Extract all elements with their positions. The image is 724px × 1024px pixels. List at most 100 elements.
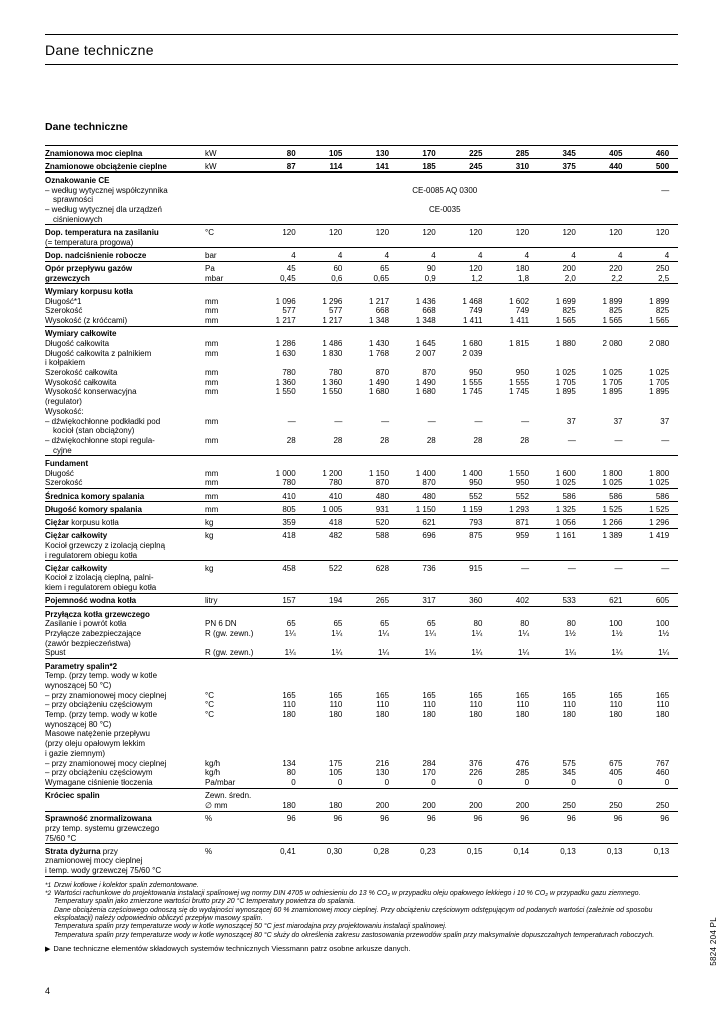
row-value: 110	[329, 700, 343, 710]
row-value	[491, 358, 538, 368]
row-value: 45	[258, 260, 305, 274]
header-rule-top	[45, 34, 678, 35]
row-value	[584, 606, 632, 620]
row-value: 4	[304, 247, 352, 262]
row-value: 1 025	[602, 368, 623, 378]
row-label: wynoszącej 50 °C)	[45, 680, 112, 690]
row-value: 80	[258, 144, 305, 159]
row-value	[491, 720, 538, 730]
row-unit	[205, 671, 258, 681]
row-value: 165	[375, 690, 390, 700]
row-value: 628	[351, 560, 399, 574]
row-value: 1 400	[415, 468, 436, 478]
row-value: 200	[422, 800, 436, 810]
row-value: 200	[538, 260, 585, 274]
footnotes: *1 Drzwi kotłowe i kolektor spalin zdemon…	[45, 882, 678, 940]
row-unit: %	[205, 810, 258, 824]
table-row: cyjne	[45, 446, 678, 456]
row-value	[398, 407, 445, 417]
row-value	[632, 681, 679, 691]
row-value	[351, 729, 398, 739]
row-value: 165	[282, 690, 296, 700]
row-value	[538, 283, 585, 297]
row-unit: mm	[205, 296, 219, 306]
row-value	[398, 729, 445, 739]
table-row: – przy obciążeniu częściowym kg/h 80 105 130…	[45, 768, 678, 778]
row-value: 250	[631, 260, 679, 274]
row-value	[445, 866, 492, 876]
row-label: (regulator)	[45, 397, 82, 407]
row-value: 605	[631, 592, 679, 607]
row-value	[585, 729, 632, 739]
table-row: Wysokość całkowita mm 1 360 1 360 1 490 1 490…	[45, 378, 678, 388]
row-value	[351, 824, 398, 834]
row-value: 216	[375, 758, 390, 768]
row-value: 1 286	[275, 338, 296, 348]
row-value	[585, 446, 632, 456]
row-value: 200	[375, 800, 390, 810]
row-unit	[205, 834, 258, 844]
row-label: Temp. (przy temp. wody w kotle	[45, 671, 158, 681]
row-unit	[205, 195, 258, 205]
row-value: 96	[538, 810, 585, 824]
row-value: 120	[398, 224, 445, 238]
row-value: 65	[286, 619, 296, 629]
row-value: 460	[655, 768, 670, 778]
row-label: i temp. wody grzewczej 75/60 °C	[45, 866, 162, 876]
row-value	[304, 171, 352, 186]
row-unit	[205, 205, 258, 215]
row-value	[258, 671, 305, 681]
row-value: 1 025	[649, 368, 670, 378]
row-value	[538, 856, 585, 866]
row-value: 180	[469, 710, 483, 720]
row-value: 1 602	[509, 296, 530, 306]
row-value: 0,65	[373, 273, 390, 283]
row-value: 0	[477, 777, 483, 787]
row-value	[445, 834, 492, 844]
table-row: – przy znamionowej mocy cieplnej kg/h 134 1…	[45, 759, 678, 769]
row-value: 552	[444, 487, 492, 502]
footnote: Dane obciążenia częściowego odnoszą się …	[54, 906, 653, 922]
row-value	[398, 856, 445, 866]
table-row: wynoszącej 80 °C)	[45, 720, 678, 730]
table-row: i gazie ziemnym)	[45, 749, 678, 759]
table-row: Długość komory spalania mm 805 1 005 931 1 15…	[45, 501, 679, 515]
row-value: 60	[304, 260, 352, 274]
row-value	[632, 541, 679, 551]
row-value	[631, 606, 679, 620]
row-value	[491, 824, 538, 834]
row-value	[445, 358, 492, 368]
table-row: Oznakowanie CE	[45, 171, 679, 186]
row-value: 1 800	[602, 468, 623, 478]
row-value	[398, 325, 445, 339]
row-label: Długość	[45, 468, 74, 478]
row-value: 2 007	[415, 348, 436, 358]
row-value	[305, 681, 352, 691]
row-value	[538, 358, 585, 368]
row-unit	[205, 739, 258, 749]
row-value	[632, 573, 679, 583]
row-value	[491, 866, 538, 876]
row-value	[351, 455, 399, 469]
row-label: Ciężar korpusu kotła	[45, 514, 205, 529]
row-value: 1 486	[322, 338, 343, 348]
row-value	[585, 583, 632, 593]
row-value	[258, 866, 305, 876]
table-row: Ciężar całkowity kg 458 522 628 736 915— — — —	[45, 560, 679, 574]
row-value: 225	[444, 144, 492, 159]
row-value	[444, 658, 492, 672]
row-value: 458	[258, 560, 305, 574]
row-value	[538, 671, 585, 681]
row-value: 0	[524, 777, 530, 787]
row-label: znamionowej mocy cieplnej	[45, 856, 143, 866]
row-value	[444, 455, 492, 469]
page-number: 4	[45, 986, 51, 996]
row-value: 1 830	[322, 348, 343, 358]
technical-data-table: Znamionowa moc cieplna kW 80 105 130 170 225 28…	[45, 144, 679, 877]
row-value	[398, 171, 445, 186]
row-value	[538, 541, 585, 551]
row-value: 1¼	[284, 628, 296, 638]
row-value	[398, 639, 445, 649]
table-row: Parametry spalin*2	[45, 658, 679, 672]
row-value: 418	[258, 527, 305, 541]
